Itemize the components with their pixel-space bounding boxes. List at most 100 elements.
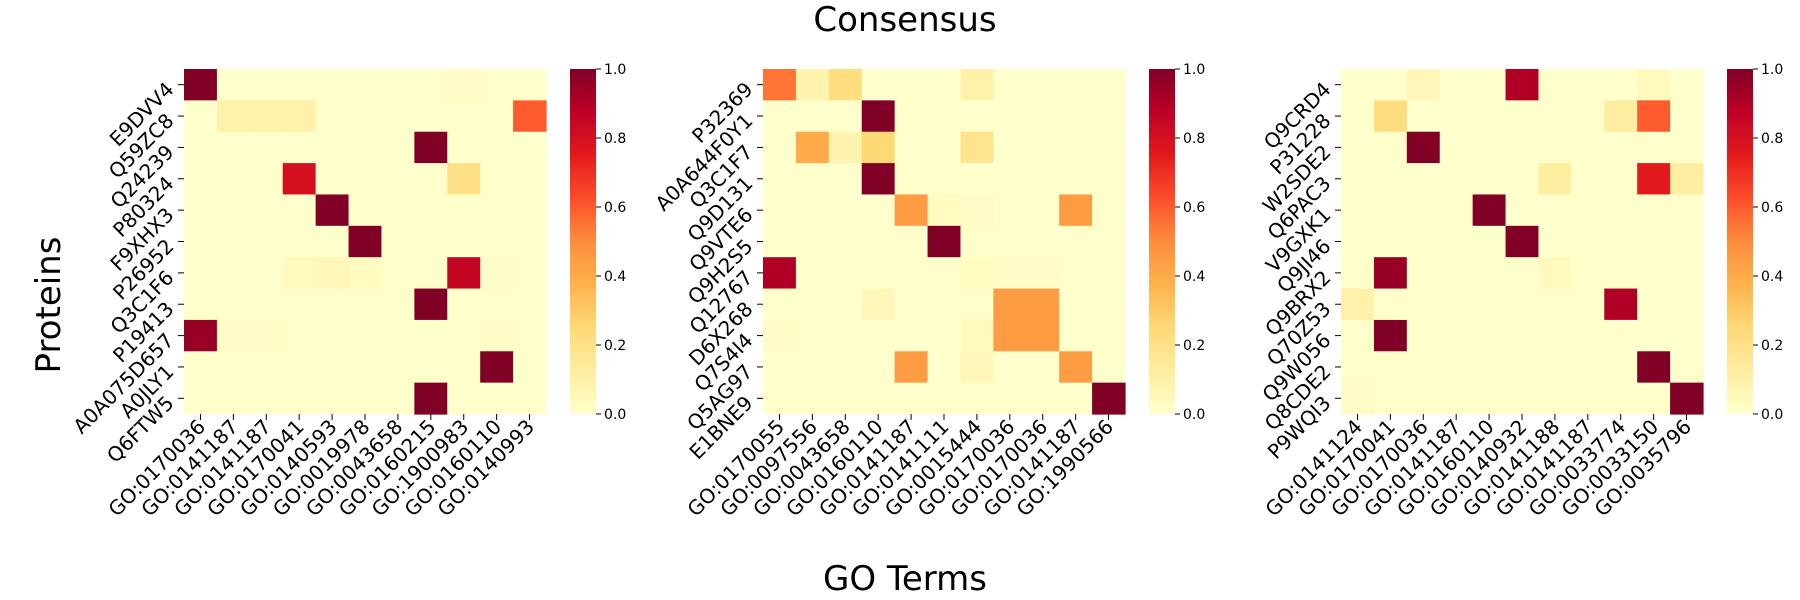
heatmap-cell: [960, 225, 994, 258]
heatmap-cell: [894, 194, 929, 227]
heatmap-cell: [1604, 100, 1638, 133]
heatmap-cell: [861, 382, 896, 415]
heatmap-cell: [1341, 351, 1375, 384]
heatmap-cell: [348, 319, 383, 352]
heatmap-cell: [1472, 319, 1507, 352]
heatmap-cell: [1092, 288, 1126, 321]
heatmap-cell: [861, 131, 896, 164]
heatmap-cell: [993, 100, 1027, 133]
heatmap-cell: [828, 382, 863, 415]
heatmap-cell: [795, 351, 830, 384]
heatmap-cell: [216, 288, 251, 321]
heatmap-cell: [216, 225, 251, 258]
heatmap-cell: [1406, 69, 1441, 101]
heatmap-cell: [1092, 100, 1126, 133]
heatmap-cell: [894, 382, 929, 415]
heatmap-cell: [447, 319, 481, 352]
heatmap-cell: [1026, 69, 1060, 101]
heatmap-cell: [1026, 100, 1060, 133]
heatmap-cell: [1406, 225, 1441, 258]
heatmap-cell: [381, 225, 415, 258]
heatmap-cell: [249, 163, 284, 196]
heatmap-cell: [184, 257, 218, 290]
heatmap-cell: [184, 194, 218, 227]
heatmap-cell: [861, 351, 896, 384]
heatmap-cell: [381, 131, 415, 164]
heatmap-cell: [993, 194, 1027, 227]
heatmap-cell: [480, 319, 514, 352]
heatmap-cell: [1059, 194, 1093, 227]
heatmap-cell: [1406, 131, 1441, 164]
heatmap-cell: [348, 100, 383, 133]
heatmap-cell: [861, 194, 896, 227]
heatmap-cell: [1571, 319, 1605, 352]
heatmap-cell: [1538, 100, 1572, 133]
heatmap-cell: [1341, 163, 1375, 196]
heatmap-cell: [763, 319, 797, 352]
heatmap-cell: [249, 69, 284, 101]
heatmap-cell: [763, 257, 797, 290]
heatmap-cell: [1505, 257, 1540, 290]
heatmap-cell: [894, 69, 929, 101]
heatmap-cell: [513, 100, 547, 133]
heatmap-cell: [1373, 100, 1408, 133]
heatmap-cell: [1538, 225, 1572, 258]
heatmap-cell: [381, 288, 415, 321]
heatmap-cell: [763, 351, 797, 384]
heatmap-cell: [1505, 225, 1540, 258]
heatmap-cell: [993, 225, 1027, 258]
heatmap-cell: [1092, 225, 1126, 258]
heatmap-cell: [249, 194, 284, 227]
heatmap-cell: [447, 163, 481, 196]
heatmap-cell: [828, 100, 863, 133]
heatmap-cell: [381, 257, 415, 290]
heatmap-cell: [1637, 69, 1671, 101]
heatmap-cell: [315, 131, 350, 164]
colorbar-tick-label: 0.8: [1183, 131, 1205, 147]
heatmap-cell: [1439, 382, 1474, 415]
heatmap-cell: [1439, 257, 1474, 290]
heatmap-cell: [1059, 163, 1093, 196]
heatmap-cell: [1341, 288, 1375, 321]
heatmap-cell: [1373, 131, 1408, 164]
heatmap-cell: [282, 319, 317, 352]
heatmap-cell: [480, 163, 514, 196]
heatmap-cell: [249, 225, 284, 258]
heatmap-cell: [282, 288, 317, 321]
heatmap-cell: [348, 163, 383, 196]
heatmap-cell: [480, 288, 514, 321]
heatmap-cell: [1505, 131, 1540, 164]
heatmap-cell: [1439, 194, 1474, 227]
heatmap-cell: [1406, 319, 1441, 352]
heatmap-cell: [927, 225, 962, 258]
heatmap-cell: [282, 382, 317, 415]
heatmap-cell: [927, 382, 962, 415]
heatmap-cell: [315, 163, 350, 196]
heatmap-cell: [1373, 382, 1408, 415]
heatmap-cell: [216, 194, 251, 227]
heatmap-panel-2: P32369A0A644F0Y1Q3C1F7Q9D131Q9VTE6Q9H2S5…: [650, 62, 1205, 521]
heatmap-cell: [1637, 257, 1671, 290]
heatmap-cell: [282, 225, 317, 258]
heatmap-cell: [993, 257, 1027, 290]
heatmap-cell: [1571, 163, 1605, 196]
heatmap-cell: [1538, 288, 1572, 321]
heatmap-cell: [1472, 194, 1507, 227]
heatmap-cell: [1373, 351, 1408, 384]
heatmap-cell: [1439, 100, 1474, 133]
heatmap-cell: [348, 257, 383, 290]
heatmap-cell: [1026, 382, 1060, 415]
heatmap-cell: [282, 163, 317, 196]
heatmap-cell: [480, 382, 514, 415]
heatmap-cell: [216, 351, 251, 384]
heatmap-cell: [184, 69, 218, 101]
heatmap-cell: [513, 225, 547, 258]
heatmap-cell: [513, 131, 547, 164]
heatmap-cell: [1571, 351, 1605, 384]
heatmap-cell: [184, 163, 218, 196]
heatmap-cell: [348, 131, 383, 164]
heatmap-cell: [249, 131, 284, 164]
heatmap-cell: [1637, 131, 1671, 164]
heatmap-cell: [249, 319, 284, 352]
